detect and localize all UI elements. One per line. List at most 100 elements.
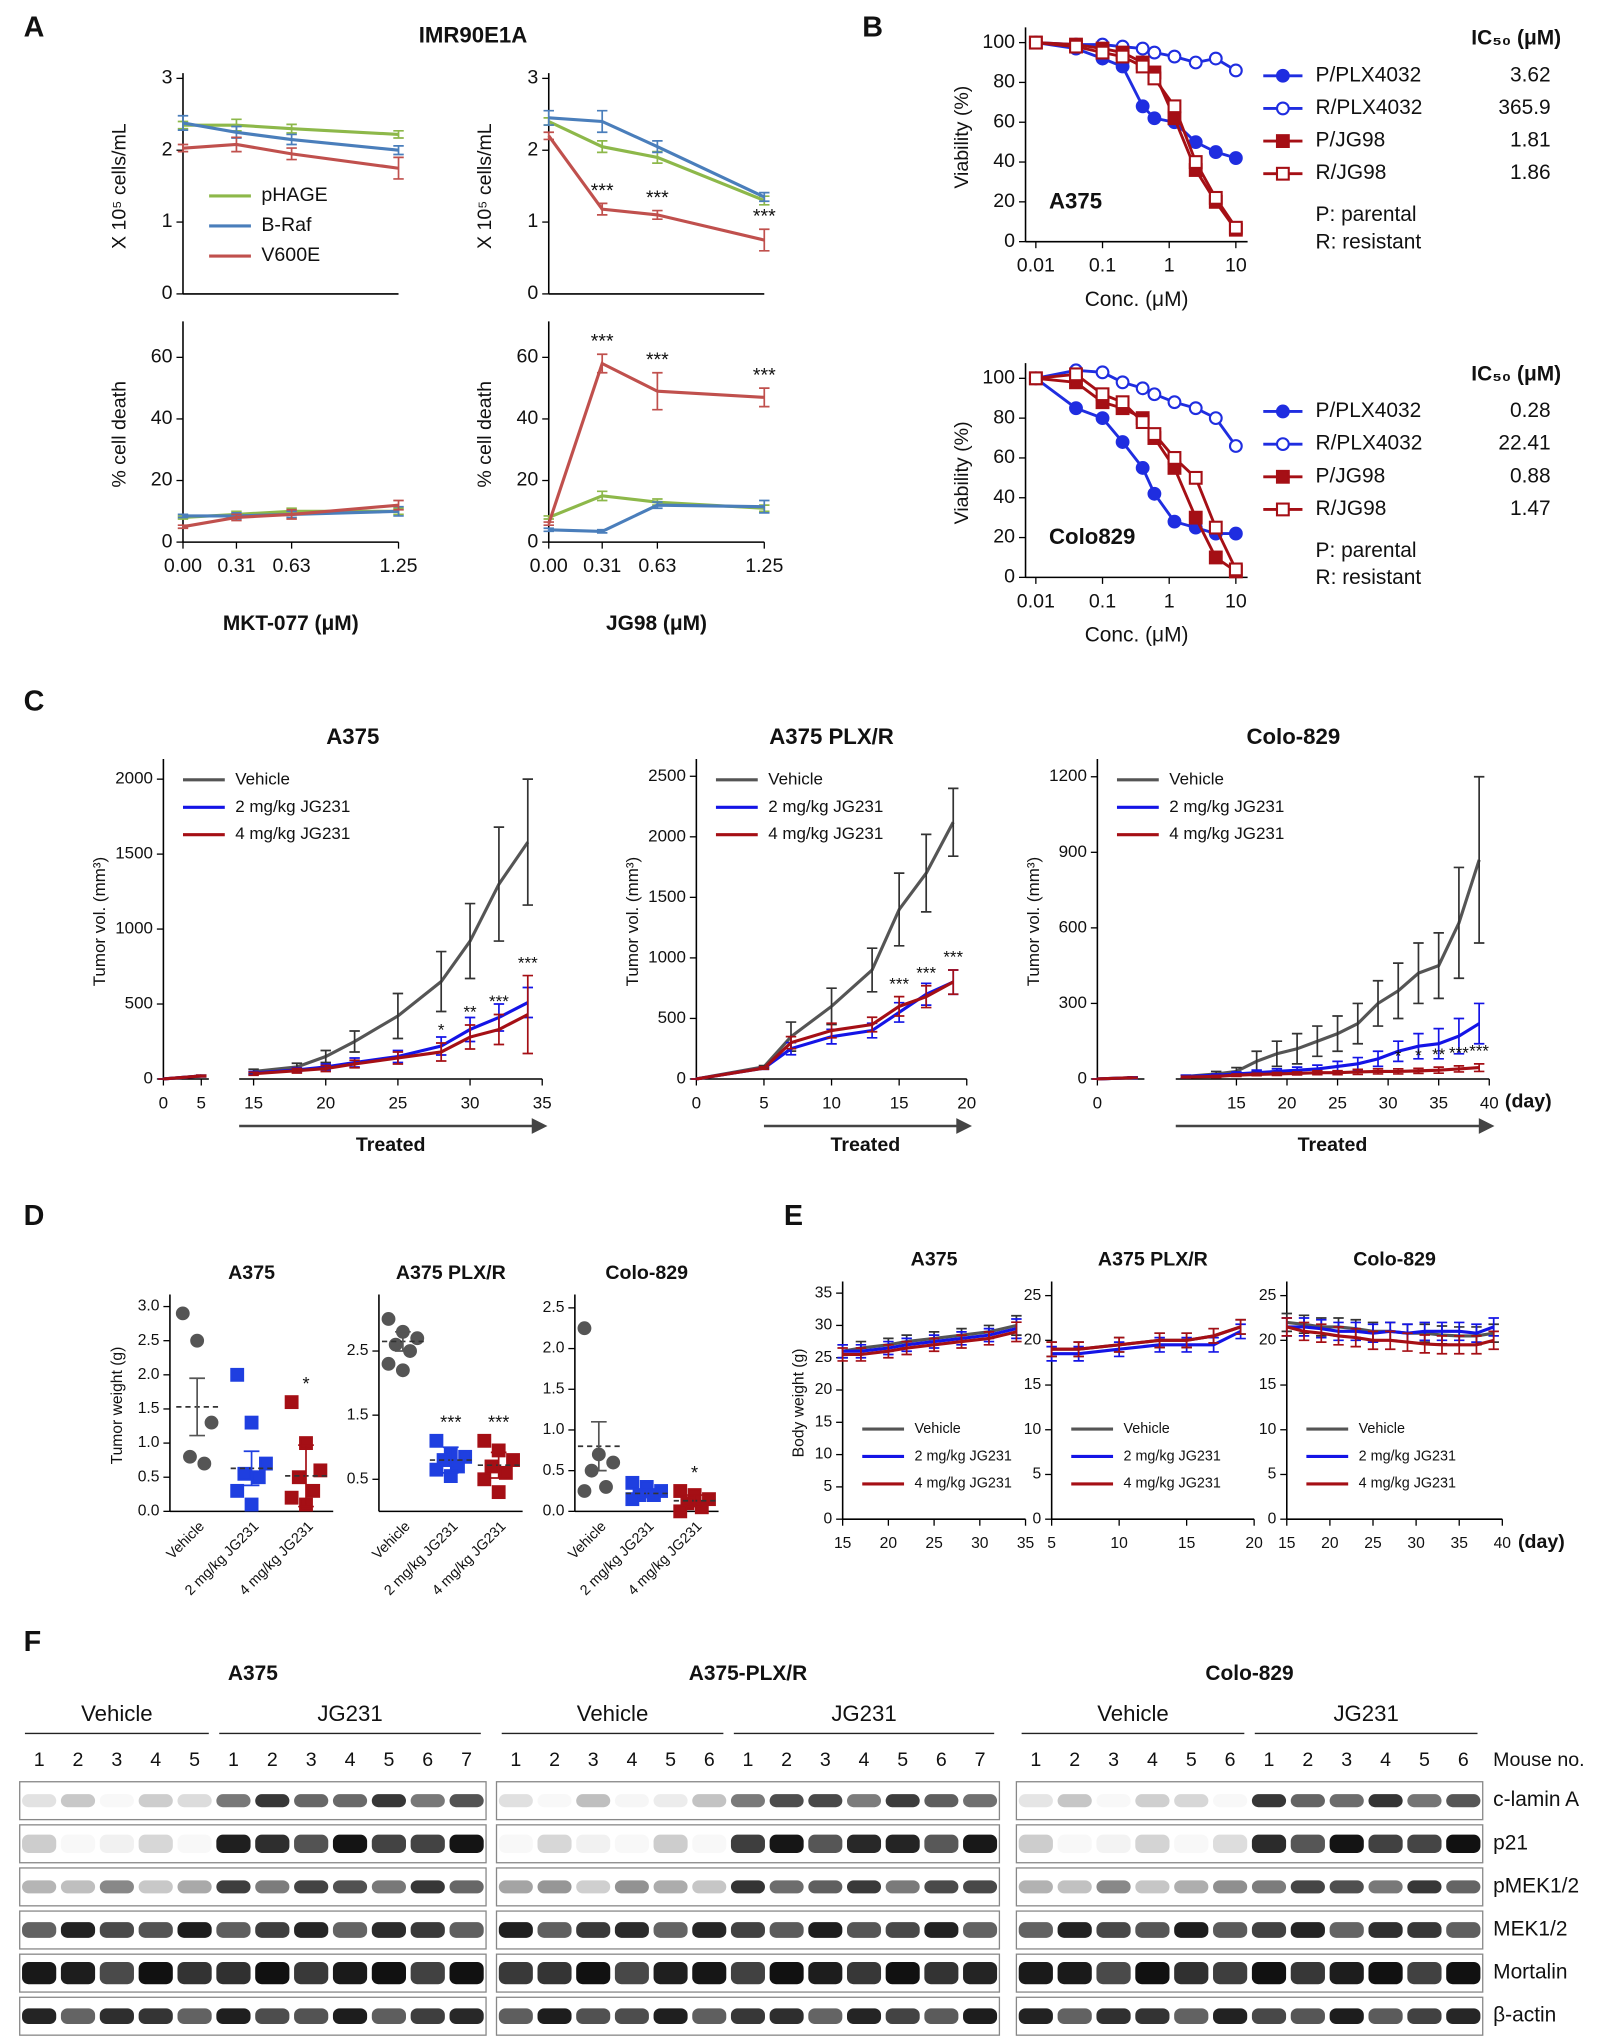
band — [769, 1880, 804, 1894]
error-bar — [1235, 1318, 1246, 1335]
band — [1446, 1880, 1481, 1894]
error-bar — [596, 353, 608, 374]
error-bar — [1332, 1015, 1343, 1053]
error-bar — [1473, 775, 1485, 944]
marker — [1069, 39, 1083, 54]
error-bar — [590, 1420, 607, 1472]
marker — [244, 1415, 259, 1430]
band — [730, 1834, 765, 1853]
y-tick-label: 0 — [1004, 230, 1015, 252]
band — [216, 2008, 251, 2025]
marker — [702, 1492, 716, 1507]
x-tick-label: 1 — [1164, 255, 1175, 277]
treated-arrowhead — [956, 1118, 972, 1134]
panel-label: F — [24, 1626, 42, 1658]
band — [1407, 1794, 1442, 1808]
annotation: * — [1395, 1047, 1402, 1066]
band — [576, 1922, 611, 1938]
marker — [1228, 151, 1243, 165]
band — [576, 1880, 611, 1894]
band — [576, 1834, 611, 1853]
marker — [1095, 411, 1110, 426]
band — [255, 1962, 290, 1985]
error-bar — [866, 1016, 878, 1033]
band — [1213, 2008, 1248, 2025]
legend-marker — [1275, 134, 1290, 148]
band — [808, 1794, 843, 1808]
band — [371, 1922, 406, 1938]
band — [294, 1794, 329, 1808]
series-line — [842, 1330, 1017, 1357]
band — [498, 2008, 533, 2025]
y-tick-label: 2.5 — [138, 1332, 160, 1349]
error-bar — [1181, 1332, 1192, 1349]
y-tick-label: 25 — [1024, 1287, 1042, 1304]
marker — [1208, 145, 1223, 160]
band — [1135, 1834, 1170, 1853]
y-tick-label: 40 — [993, 150, 1015, 172]
band — [138, 2008, 173, 2025]
marker — [1147, 111, 1162, 126]
blot-frame — [1015, 1996, 1484, 2036]
marker — [1147, 427, 1162, 441]
legend-label: 2 mg/kg JG231 — [1124, 1448, 1221, 1464]
y-tick-label: 2.5 — [543, 1299, 565, 1316]
mouse-number: 5 — [665, 1749, 676, 1771]
marker — [175, 1306, 190, 1321]
band — [885, 1962, 920, 1985]
y-tick-label: 1000 — [115, 919, 153, 938]
band — [769, 1922, 804, 1938]
error-bar — [1385, 1330, 1396, 1351]
condition-label: Vehicle — [1097, 1701, 1169, 1726]
legend-label: pHAGE — [261, 184, 327, 206]
error-bar — [652, 501, 663, 510]
band — [1018, 1834, 1053, 1853]
x-tick-label: 0.01 — [1017, 255, 1055, 277]
error-bar — [893, 995, 905, 1017]
row-label: β-actin — [1493, 2004, 1556, 2027]
band — [61, 1835, 95, 1853]
error-bar — [596, 202, 608, 216]
marker — [291, 1470, 306, 1485]
y-tick-label: 600 — [1059, 917, 1087, 936]
ic50-value: 1.81 — [1510, 129, 1551, 152]
annotation: * — [1415, 1046, 1422, 1065]
x-tick-label: 15 — [1278, 1535, 1296, 1552]
x-tick-label: 1.25 — [745, 555, 783, 577]
marker — [237, 1466, 252, 1481]
y-tick-label: 5 — [1032, 1466, 1041, 1483]
error-bar — [883, 1343, 894, 1359]
band — [1057, 1922, 1092, 1938]
legend-label: Vehicle — [1359, 1421, 1405, 1437]
x-tick-label: 0 — [159, 1093, 168, 1112]
marker — [1208, 411, 1223, 426]
band — [846, 1922, 882, 1938]
error-bar — [393, 156, 404, 180]
band — [498, 1962, 533, 1985]
y-tick-label: 60 — [151, 346, 173, 368]
band — [332, 1962, 368, 1985]
band — [769, 1794, 804, 1808]
marker — [190, 1333, 205, 1348]
band — [177, 1962, 212, 1985]
condition-label: Vehicle — [577, 1701, 649, 1726]
marker — [284, 1395, 299, 1410]
legend-label: 4 mg/kg JG231 — [235, 824, 350, 843]
legend-label: 4 mg/kg JG231 — [915, 1476, 1012, 1492]
error-bar — [759, 191, 770, 203]
marker — [1188, 401, 1203, 416]
row-label: MEK1/2 — [1493, 1918, 1567, 1941]
band — [294, 2008, 329, 2025]
panel-label: B — [862, 11, 883, 43]
x-tick-label: 1.25 — [379, 555, 417, 577]
error-bar — [1210, 1074, 1222, 1079]
band — [614, 1962, 649, 1985]
band — [138, 1962, 173, 1985]
legend-marker — [1275, 404, 1290, 419]
band — [1135, 1922, 1170, 1938]
note: P: parental — [1316, 539, 1417, 562]
error-bar — [177, 114, 189, 131]
band — [177, 1880, 212, 1894]
band — [332, 1922, 368, 1938]
band — [614, 1880, 649, 1894]
